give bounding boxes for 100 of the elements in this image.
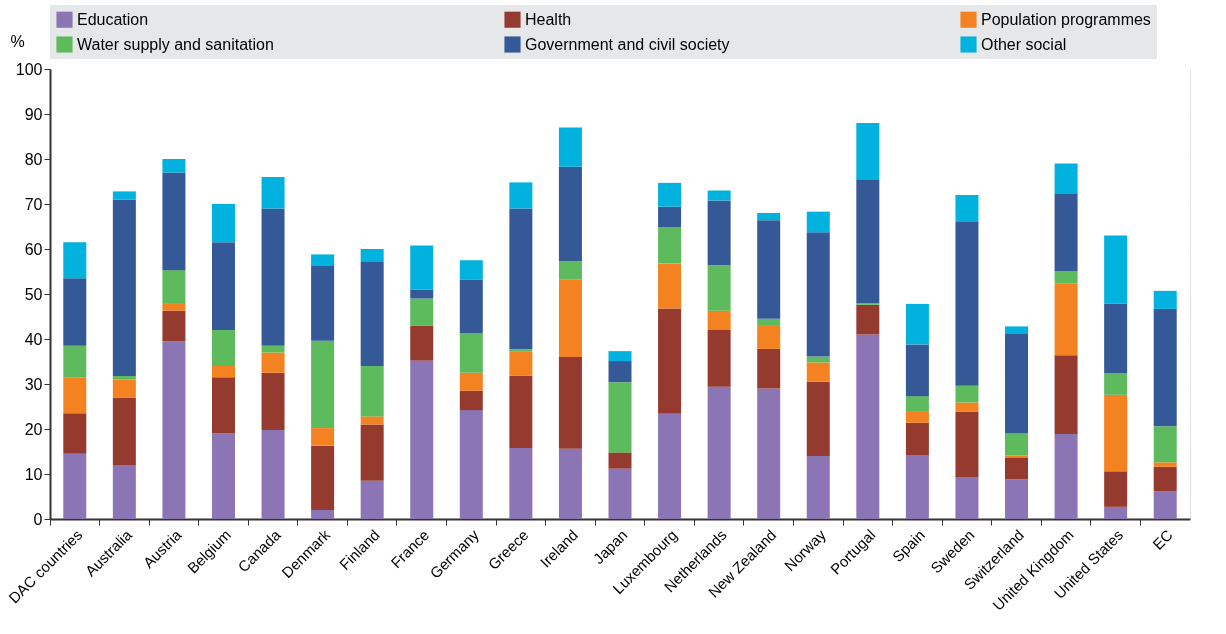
bar: [1104, 506, 1128, 519]
bar: [558, 261, 582, 280]
bar: [509, 208, 533, 350]
bar: [63, 377, 87, 414]
bar: [63, 345, 87, 378]
bar: [211, 433, 235, 519]
bar: [658, 263, 682, 309]
bar: [311, 254, 335, 267]
bar: [509, 351, 533, 376]
bar: [757, 220, 781, 319]
bar: [360, 480, 384, 519]
bar: [1054, 355, 1078, 434]
bar: [162, 303, 186, 311]
bar: [905, 422, 929, 456]
bar: [1104, 471, 1128, 507]
bar: [162, 172, 186, 271]
bar: [608, 382, 632, 453]
bar: [905, 396, 929, 412]
bar: [856, 179, 880, 303]
bar: [410, 325, 434, 361]
bar: [608, 361, 632, 383]
bar: [806, 362, 830, 382]
bar: [707, 265, 731, 311]
bar: [757, 388, 781, 519]
bar: [856, 123, 880, 180]
bar: [311, 510, 335, 519]
bar: [410, 289, 434, 299]
bar: [905, 303, 929, 345]
bar: [162, 341, 186, 519]
bar: [63, 453, 87, 519]
bar: [806, 381, 830, 456]
bar: [261, 208, 285, 346]
bar: [360, 424, 384, 481]
x-tick-label: EC: [1149, 525, 1176, 553]
bar: [757, 325, 781, 349]
bar: [806, 232, 830, 357]
bar: [558, 127, 582, 167]
bar: [261, 372, 285, 430]
bar: [63, 413, 87, 454]
bar: [707, 200, 731, 266]
legend-label: Education: [77, 10, 149, 28]
legend-label: Population programmes: [981, 10, 1151, 28]
bar: [509, 447, 533, 519]
bar: [856, 334, 880, 519]
bar: [1005, 326, 1029, 335]
bar: [459, 410, 483, 519]
y-tick-label: 90: [24, 105, 43, 123]
bar: [1054, 163, 1078, 195]
bar: [410, 298, 434, 326]
bar: [856, 304, 880, 335]
y-axis-title: %: [10, 32, 25, 50]
bar: [1005, 433, 1029, 456]
bar: [112, 465, 136, 519]
bar: [112, 191, 136, 200]
bar: [162, 270, 186, 304]
bar: [509, 182, 533, 209]
bar: [905, 455, 929, 519]
y-tick-label: 20: [24, 420, 43, 438]
bar: [658, 413, 682, 519]
bar: [1005, 334, 1029, 434]
bar: [1054, 194, 1078, 272]
bar: [558, 357, 582, 449]
bar: [311, 266, 335, 341]
bar: [410, 245, 434, 290]
bar: [1054, 271, 1078, 284]
bar: [1104, 303, 1128, 374]
bar: [112, 375, 136, 380]
bar: [211, 377, 235, 434]
bar: [162, 159, 186, 173]
bar: [707, 330, 731, 387]
bar: [360, 366, 384, 417]
bar: [211, 330, 235, 366]
bar: [211, 242, 235, 330]
bar: [806, 211, 830, 233]
y-tick-label: 60: [24, 240, 43, 258]
bar: [757, 348, 781, 389]
bar: [1104, 235, 1128, 304]
y-tick-label: 10: [24, 465, 43, 483]
bar: [608, 468, 632, 519]
bar: [1104, 373, 1128, 395]
legend-label: Health: [525, 10, 572, 28]
bar: [410, 360, 434, 519]
bar: [459, 390, 483, 411]
bar: [261, 429, 285, 519]
bar: [1153, 290, 1177, 309]
bar: [112, 199, 136, 376]
bar: [1005, 457, 1029, 480]
bar: [658, 308, 682, 414]
bar: [63, 278, 87, 346]
y-tick-label: 0: [33, 510, 43, 528]
legend-label: Water supply and sanitation: [77, 35, 274, 53]
bar: [459, 333, 483, 373]
y-tick-label: 70: [24, 195, 43, 213]
bar: [112, 397, 136, 465]
bar: [1153, 462, 1177, 467]
bar: [955, 222, 979, 386]
bar: [63, 242, 87, 279]
bar: [658, 206, 682, 228]
y-tick-label: 30: [24, 375, 43, 393]
legend-label: Government and civil society: [525, 35, 730, 53]
